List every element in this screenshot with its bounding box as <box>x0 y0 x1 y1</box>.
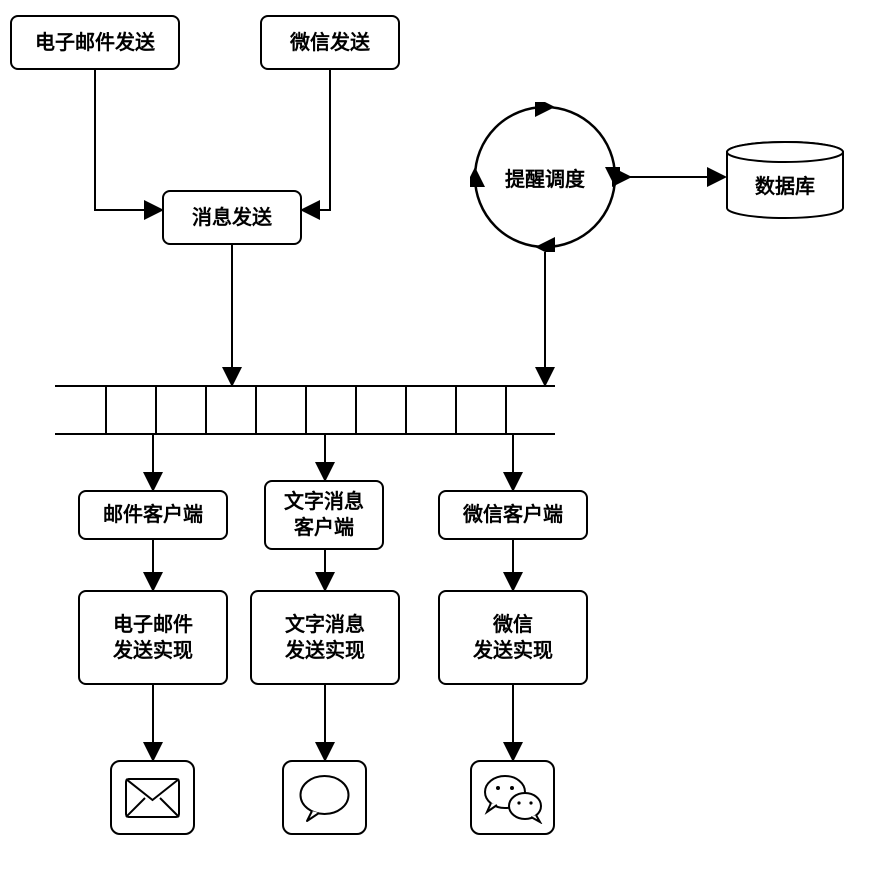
node-email-impl: 电子邮件 发送实现 <box>78 590 228 685</box>
node-queue <box>55 385 555 435</box>
node-mail-client: 邮件客户端 <box>78 490 228 540</box>
label-message-send: 消息发送 <box>192 205 272 231</box>
label-text-impl: 文字消息 发送实现 <box>285 612 365 664</box>
node-text-impl: 文字消息 发送实现 <box>250 590 400 685</box>
label-email-impl: 电子邮件 发送实现 <box>113 612 193 664</box>
node-wechat-client: 微信客户端 <box>438 490 588 540</box>
label-text-client: 文字消息 客户端 <box>284 489 364 541</box>
label-mail-client: 邮件客户端 <box>103 502 203 528</box>
label-database: 数据库 <box>725 170 845 199</box>
node-reminder-schedule: 提醒调度 <box>470 102 620 252</box>
node-text-client: 文字消息 客户端 <box>264 480 384 550</box>
label-wechat-impl: 微信 发送实现 <box>473 612 553 664</box>
edges-overlay <box>0 0 873 877</box>
speech-bubble-icon <box>282 760 367 835</box>
mail-icon <box>110 760 195 835</box>
label-reminder-schedule: 提醒调度 <box>505 163 585 192</box>
node-message-send: 消息发送 <box>162 190 302 245</box>
wechat-icon <box>470 760 555 835</box>
label-wechat-client: 微信客户端 <box>463 502 563 528</box>
node-wechat-impl: 微信 发送实现 <box>438 590 588 685</box>
label-wechat-send: 微信发送 <box>290 30 370 56</box>
node-wechat-send: 微信发送 <box>260 15 400 70</box>
node-database: 数据库 <box>725 140 845 220</box>
node-email-send: 电子邮件发送 <box>10 15 180 70</box>
label-email-send: 电子邮件发送 <box>35 30 155 56</box>
